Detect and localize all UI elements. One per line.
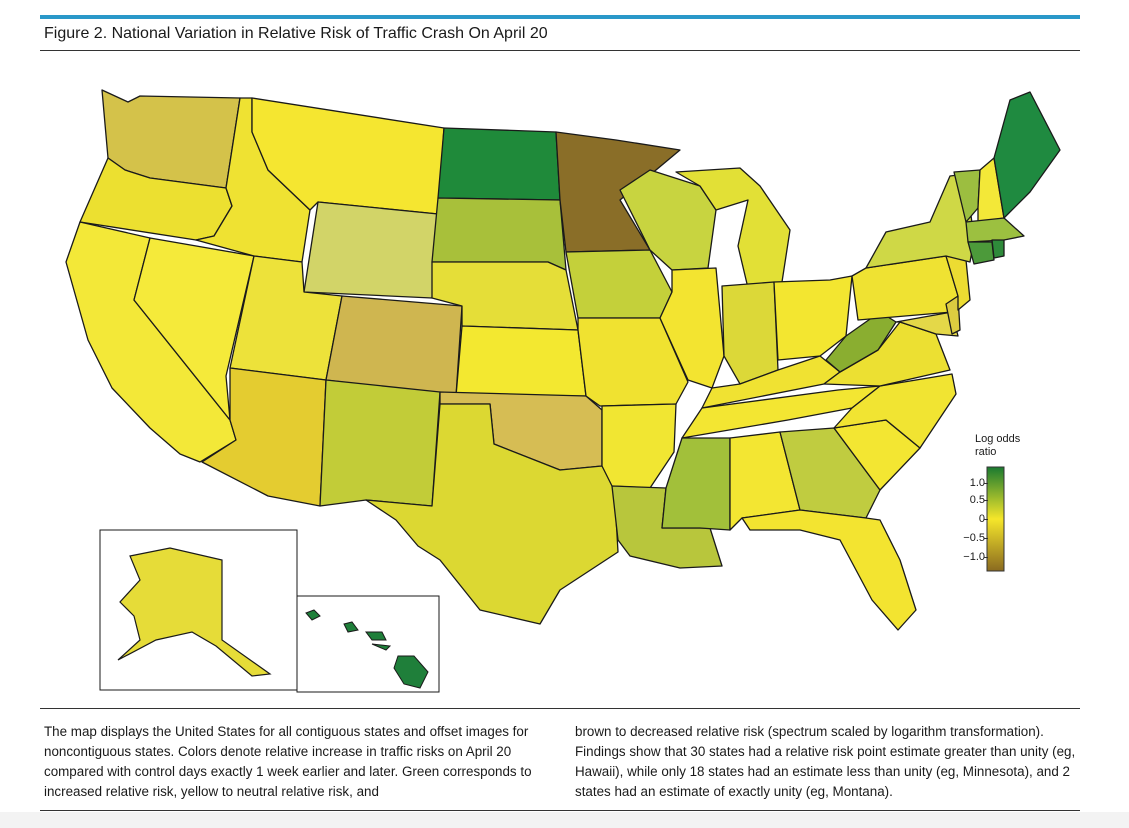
state-de xyxy=(945,295,961,335)
state-nd xyxy=(437,127,561,201)
state-ga xyxy=(779,427,881,519)
state-hi-kauai xyxy=(305,609,321,621)
figure-title: Figure 2. National Variation in Relative… xyxy=(44,25,548,42)
state-nm xyxy=(319,379,441,507)
legend-tick-5: −1.0 xyxy=(945,551,988,563)
caption-left: The map displays the United States for a… xyxy=(44,724,532,799)
state-wy xyxy=(303,201,439,299)
state-wi xyxy=(619,169,717,271)
state-il xyxy=(659,267,725,389)
title-rule xyxy=(40,50,1080,51)
state-nc xyxy=(833,373,957,449)
state-hi-oahu xyxy=(343,621,359,633)
state-ma xyxy=(965,217,1025,243)
state-nv xyxy=(133,237,255,421)
title-accent-bar xyxy=(40,15,1080,19)
state-sd xyxy=(431,197,567,271)
legend-title-line1: Log odds xyxy=(975,433,1021,445)
state-me xyxy=(993,91,1061,219)
state-mn xyxy=(555,131,681,253)
state-fl xyxy=(741,509,917,631)
state-hi-big xyxy=(393,655,429,689)
bottom-shade xyxy=(0,812,1129,828)
state-hi-molokai xyxy=(371,643,392,651)
state-md xyxy=(895,311,959,337)
state-ks xyxy=(455,325,587,397)
legend-tick-3: 0 xyxy=(945,513,988,525)
state-ia xyxy=(565,249,673,319)
legend-tick-1: 1.0 xyxy=(945,477,988,489)
bottom-rule xyxy=(40,810,1080,811)
state-co xyxy=(325,295,463,397)
state-ri xyxy=(991,239,1005,259)
legend-title-line2: ratio xyxy=(975,446,997,458)
caption-rule xyxy=(40,708,1080,709)
legend-tick-2: 0.5 xyxy=(945,494,988,506)
legend-color-bar xyxy=(986,466,1005,572)
state-ar xyxy=(601,403,677,489)
state-ct xyxy=(967,241,995,265)
state-hi-maui xyxy=(365,631,387,641)
state-in xyxy=(721,281,779,385)
state-ak xyxy=(117,547,272,677)
legend-title: Log odds ratio xyxy=(975,433,1020,459)
caption-right: brown to decreased relative risk (spectr… xyxy=(575,724,1076,799)
state-tx xyxy=(365,403,619,625)
legend-tick-4: −0.5 xyxy=(945,532,988,544)
